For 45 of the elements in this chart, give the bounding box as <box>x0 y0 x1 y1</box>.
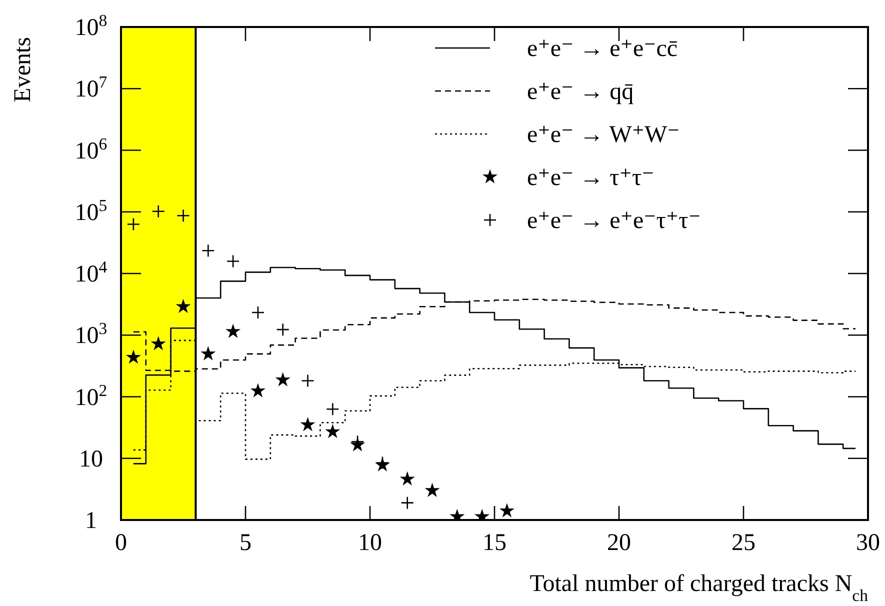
y-tick-label: 10$^{5}$ <box>74 195 108 226</box>
point <box>300 416 316 432</box>
point <box>176 298 191 314</box>
x-tick-label: 25 <box>732 530 756 556</box>
point <box>424 482 440 497</box>
point <box>176 208 190 222</box>
point <box>152 204 165 218</box>
y-tick-label: 1 <box>85 508 97 534</box>
point <box>126 350 141 364</box>
x-tick-label: 20 <box>607 530 631 556</box>
point <box>150 336 166 350</box>
x-axis-title: Total number of charged tracks N$_{ch}$ <box>530 571 869 604</box>
point <box>499 503 514 518</box>
y-tick-label: 10$^{8}$ <box>74 10 108 41</box>
point <box>202 244 215 258</box>
legend-label: e⁺e⁻ → qq̄ <box>527 79 634 105</box>
point <box>251 306 265 320</box>
point <box>326 402 340 416</box>
y-tick-label: 10$^{4}$ <box>74 257 108 288</box>
x-tick-label: 15 <box>482 530 506 556</box>
point <box>250 383 266 398</box>
point <box>200 346 216 360</box>
x-tick-label: 10 <box>358 530 382 556</box>
x-tick-label: 0 <box>115 530 127 556</box>
point <box>126 218 140 231</box>
legend-label: e⁺e⁻ → e⁺e⁻τ⁺τ⁻ <box>527 208 701 234</box>
y-tick-label: 10$^{3}$ <box>74 318 108 350</box>
point <box>275 372 290 386</box>
point <box>276 322 290 336</box>
x-tick-label: 5 <box>240 530 252 556</box>
y-tick-label: 10$^{6}$ <box>74 134 108 164</box>
y-tick-label: 10$^{7}$ <box>74 72 108 103</box>
legend-label: e⁺e⁻ → τ⁺τ⁻ <box>527 165 654 191</box>
point <box>226 254 240 268</box>
x-tick-label: 30 <box>856 530 880 556</box>
point <box>400 496 414 510</box>
y-tick-label: 10$^{2}$ <box>74 380 108 411</box>
y-axis-title: Events <box>10 37 36 102</box>
point <box>400 471 415 486</box>
y-tick-label: 10 <box>79 446 103 472</box>
legend-label: e⁺e⁻ → W⁺W⁻ <box>527 122 680 148</box>
point <box>301 374 314 388</box>
point <box>325 424 340 438</box>
legend-label: e⁺e⁻ → e⁺e⁻cc̄ <box>527 36 678 62</box>
point <box>226 324 241 338</box>
